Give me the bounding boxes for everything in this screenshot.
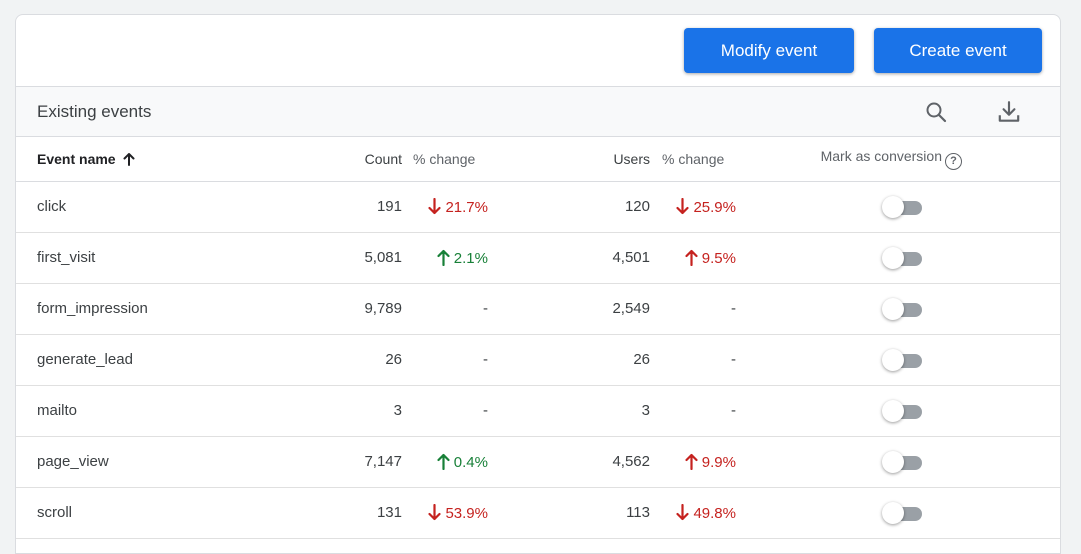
conversion-cell bbox=[736, 283, 962, 334]
event-users: 3 bbox=[641, 402, 650, 419]
arrow-down-icon bbox=[676, 197, 690, 214]
count-change: - bbox=[483, 351, 488, 368]
header-event-name[interactable]: Event name bbox=[16, 137, 316, 181]
event-users: 4,501 bbox=[612, 249, 650, 266]
conversion-cell bbox=[736, 436, 962, 487]
arrow-up-icon bbox=[437, 453, 450, 470]
count-change: - bbox=[483, 300, 488, 317]
event-count: 3 bbox=[393, 402, 402, 419]
table-row[interactable]: page_view 7,147 0.4% 4,562 9.9% bbox=[16, 436, 1060, 487]
header-count-change[interactable]: % change bbox=[413, 150, 476, 167]
mark-conversion-toggle[interactable] bbox=[882, 348, 926, 371]
table-row[interactable]: generate_lead 26 - 26 - bbox=[16, 334, 1060, 385]
events-card: Modify event Create event Existing event… bbox=[15, 14, 1061, 554]
event-users: 2,549 bbox=[612, 300, 650, 317]
count-change: - bbox=[483, 402, 488, 419]
header-users[interactable]: Users bbox=[613, 150, 650, 167]
event-name[interactable]: form_impression bbox=[37, 300, 148, 317]
event-name[interactable]: click bbox=[37, 198, 67, 215]
arrow-up-icon bbox=[437, 249, 450, 266]
users-change: 25.9% bbox=[650, 181, 736, 232]
event-count: 191 bbox=[376, 198, 402, 215]
users-change: 9.9% bbox=[650, 436, 736, 487]
users-change: - bbox=[731, 351, 736, 368]
event-count: 5,081 bbox=[364, 249, 402, 266]
search-icon[interactable] bbox=[921, 97, 951, 127]
modify-event-button[interactable]: Modify event bbox=[684, 28, 854, 73]
event-users: 120 bbox=[624, 198, 650, 215]
section-header: Existing events bbox=[16, 87, 1060, 137]
mark-conversion-toggle[interactable] bbox=[882, 501, 926, 524]
count-change: 21.7% bbox=[402, 181, 488, 232]
event-name[interactable]: generate_lead bbox=[37, 351, 133, 368]
conversion-cell bbox=[736, 385, 962, 436]
download-icon[interactable] bbox=[994, 97, 1024, 127]
conversion-cell bbox=[736, 334, 962, 385]
users-change: 9.5% bbox=[650, 232, 736, 283]
mark-conversion-toggle[interactable] bbox=[882, 297, 926, 320]
table-row[interactable]: mailto 3 - 3 - bbox=[16, 385, 1060, 436]
header-mark-conversion: Mark as conversion? bbox=[736, 137, 962, 181]
arrow-down-icon bbox=[428, 197, 442, 214]
table-header-row: Event name Count % change Users % change… bbox=[16, 137, 1060, 181]
event-users: 26 bbox=[633, 351, 650, 368]
create-event-button[interactable]: Create event bbox=[874, 28, 1042, 73]
table-row[interactable]: form_impression 9,789 - 2,549 - bbox=[16, 283, 1060, 334]
mark-conversion-toggle[interactable] bbox=[882, 450, 926, 473]
arrow-up-icon bbox=[685, 453, 698, 470]
event-name[interactable]: scroll bbox=[37, 504, 73, 521]
mark-conversion-toggle[interactable] bbox=[882, 195, 926, 218]
event-name[interactable]: page_view bbox=[37, 453, 109, 470]
table-row[interactable]: click 191 21.7% 120 25.9% bbox=[16, 181, 1060, 232]
event-count: 7,147 bbox=[364, 453, 402, 470]
users-change: - bbox=[731, 300, 736, 317]
mark-conversion-toggle[interactable] bbox=[882, 246, 926, 269]
event-name[interactable]: first_visit bbox=[37, 249, 96, 266]
event-users: 113 bbox=[626, 504, 650, 521]
event-count: 26 bbox=[385, 351, 402, 368]
conversion-cell bbox=[736, 181, 962, 232]
section-title: Existing events bbox=[37, 102, 152, 121]
toolbar: Modify event Create event bbox=[16, 15, 1060, 87]
event-count: 9,789 bbox=[364, 300, 402, 317]
arrow-down-icon bbox=[676, 503, 690, 520]
header-users-change[interactable]: % change bbox=[662, 150, 725, 167]
count-change: 53.9% bbox=[402, 487, 488, 538]
mark-conversion-toggle[interactable] bbox=[882, 399, 926, 422]
arrow-up-icon bbox=[685, 249, 698, 266]
event-count: 131 bbox=[376, 504, 402, 521]
sort-arrow-up-icon bbox=[123, 152, 135, 166]
events-table: Event name Count % change Users % change… bbox=[16, 137, 1060, 539]
conversion-cell bbox=[736, 232, 962, 283]
help-icon[interactable]: ? bbox=[945, 152, 962, 170]
event-name[interactable]: mailto bbox=[37, 402, 78, 419]
table-row[interactable]: first_visit 5,081 2.1% 4,501 9.5% bbox=[16, 232, 1060, 283]
users-change: - bbox=[731, 402, 736, 419]
event-users: 4,562 bbox=[612, 453, 650, 470]
arrow-down-icon bbox=[428, 503, 442, 520]
conversion-cell bbox=[736, 487, 962, 538]
table-row[interactable]: scroll 131 53.9% 113 49.8% bbox=[16, 487, 1060, 538]
count-change: 0.4% bbox=[402, 436, 488, 487]
count-change: 2.1% bbox=[402, 232, 488, 283]
header-count[interactable]: Count bbox=[364, 150, 402, 167]
users-change: 49.8% bbox=[650, 487, 736, 538]
